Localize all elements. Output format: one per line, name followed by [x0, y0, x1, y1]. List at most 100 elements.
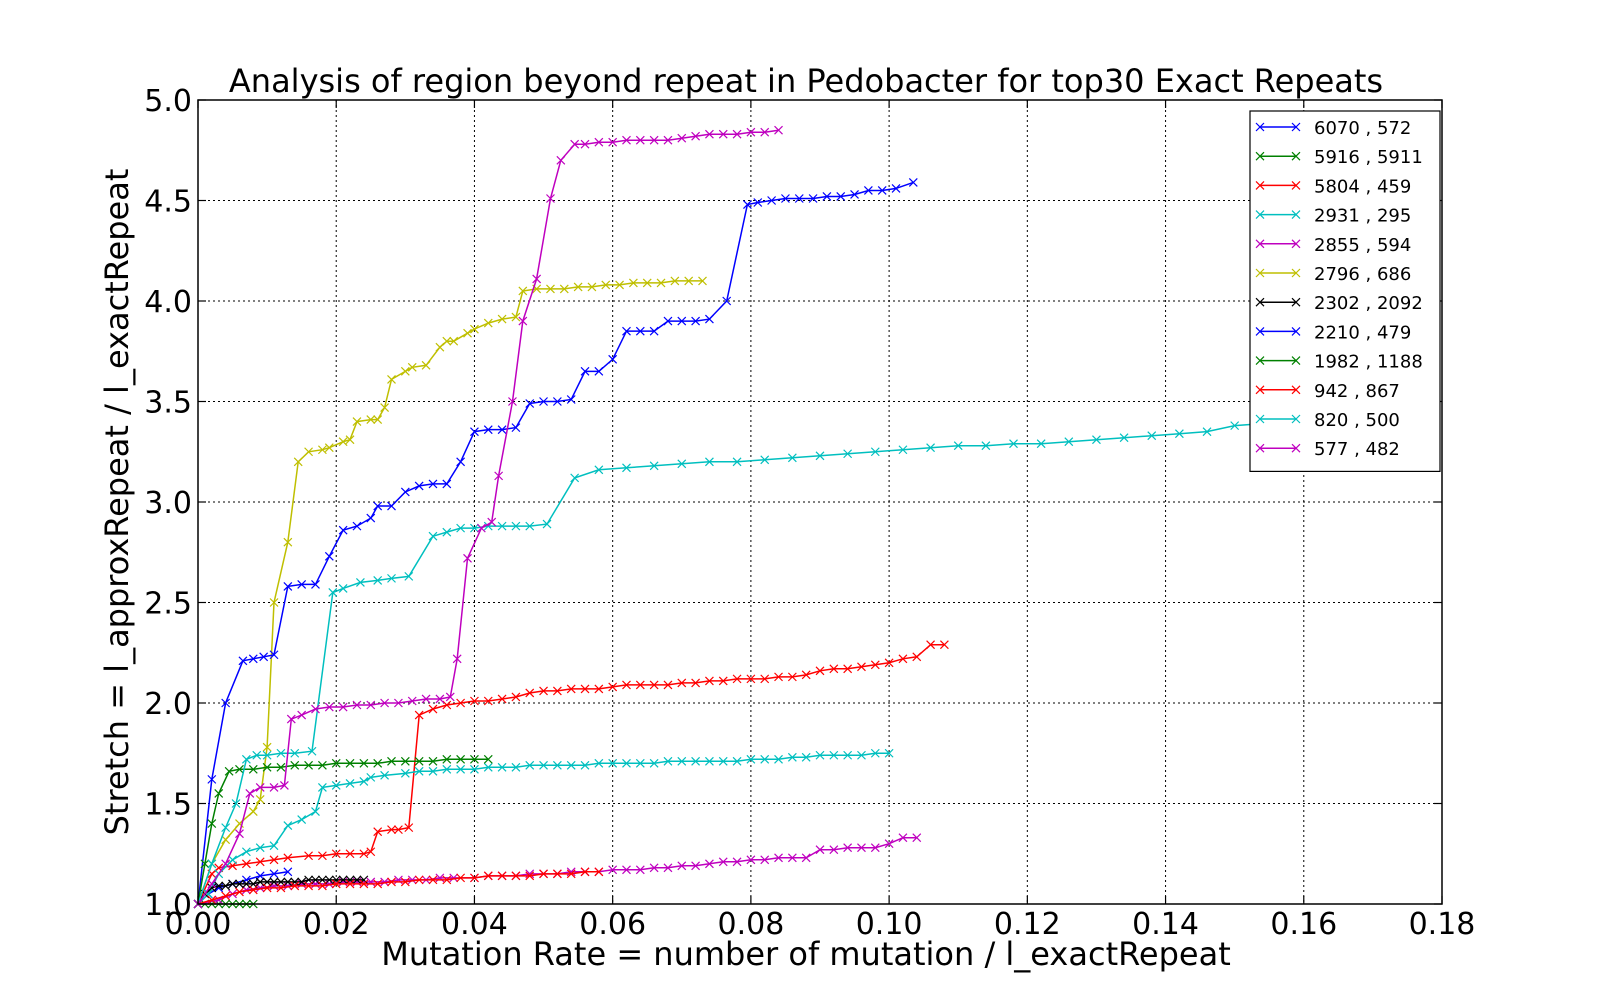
data-point-marker: [663, 316, 673, 326]
data-point-marker: [704, 756, 714, 766]
data-point-marker: [297, 710, 307, 720]
data-point-marker: [373, 879, 383, 889]
data-point-marker: [221, 823, 231, 833]
data-point-marker: [366, 772, 376, 782]
data-point-marker: [704, 676, 714, 686]
data-point-marker: [283, 853, 293, 863]
data-point-marker: [532, 274, 542, 284]
data-point-marker: [259, 652, 269, 662]
data-point-marker: [304, 447, 314, 457]
series-layer: [193, 125, 1267, 909]
y-tick-label: 3.0: [144, 486, 192, 521]
x-tick-label: 0.14: [1132, 907, 1199, 942]
data-point-marker: [262, 762, 272, 772]
data-point-marker: [487, 517, 497, 527]
data-point-marker: [863, 186, 873, 195]
data-point-marker: [787, 672, 797, 682]
x-tick-label: 0.10: [856, 907, 923, 942]
data-point-marker: [774, 754, 783, 764]
legend-marker: [1255, 356, 1301, 366]
data-point-marker: [331, 780, 341, 790]
data-point-marker: [511, 312, 521, 322]
data-point-marker: [594, 867, 604, 877]
data-point-marker: [442, 527, 452, 537]
data-point-marker: [387, 374, 396, 384]
data-point-marker: [241, 859, 251, 869]
legend-entry: 2796 , 686: [1255, 264, 1411, 285]
data-point-marker: [224, 766, 234, 776]
data-point-marker: [359, 875, 369, 885]
data-point-marker: [542, 519, 552, 529]
data-point-marker: [355, 577, 365, 587]
data-point-marker: [221, 835, 231, 845]
data-point-marker: [279, 780, 289, 790]
data-point-marker: [456, 873, 466, 883]
data-point-marker: [483, 871, 493, 881]
data-point-marker: [497, 314, 507, 324]
data-point-marker: [304, 851, 314, 861]
data-point-marker: [594, 758, 604, 768]
data-point-marker: [297, 815, 307, 825]
data-point-marker: [912, 833, 922, 843]
data-point-marker: [207, 859, 217, 869]
legend-entry: 820 , 500: [1255, 410, 1400, 431]
legend-entry: 1982 , 1188: [1255, 352, 1423, 373]
data-point-marker: [663, 680, 673, 690]
data-point-marker: [1036, 439, 1046, 449]
data-point-marker: [255, 782, 265, 792]
data-point-marker: [587, 282, 597, 292]
data-point-marker: [269, 650, 279, 660]
data-point-marker: [649, 758, 659, 768]
data-point-marker: [760, 855, 770, 865]
data-point-marker: [276, 748, 286, 758]
data-point-marker: [380, 698, 390, 708]
data-point-marker: [926, 640, 936, 650]
data-point-marker: [1009, 439, 1018, 449]
legend-label: 2302 , 2092: [1314, 293, 1423, 314]
data-point-marker: [221, 881, 231, 891]
data-point-marker: [324, 879, 334, 889]
data-point-marker: [262, 750, 272, 760]
data-point-marker: [843, 664, 853, 674]
data-point-marker: [642, 278, 652, 288]
series-line: [197, 422, 1263, 905]
data-point-marker: [815, 845, 825, 855]
data-point-marker: [1202, 427, 1212, 437]
data-point-marker: [1092, 435, 1101, 445]
data-point-marker: [290, 748, 300, 758]
data-point-marker: [317, 445, 327, 455]
data-point-marker: [245, 789, 255, 798]
series-line: [197, 836, 917, 905]
data-point-marker: [387, 573, 396, 583]
data-point-marker: [494, 471, 504, 481]
data-point-marker: [221, 698, 231, 708]
x-tick-label: 0.12: [994, 907, 1061, 942]
data-point-marker: [556, 155, 566, 165]
legend-entry: 577 , 482: [1255, 439, 1400, 460]
data-point-marker: [1119, 433, 1129, 443]
legend-marker: [1255, 151, 1301, 161]
data-point-marker: [262, 742, 272, 752]
data-point-marker: [276, 762, 286, 772]
legend-marker: [1255, 385, 1301, 395]
data-point-marker: [857, 843, 866, 853]
data-point-marker: [428, 531, 438, 541]
data-point-marker: [404, 823, 414, 833]
legend-label: 577 , 482: [1314, 439, 1400, 460]
data-point-marker: [691, 756, 701, 766]
data-point-marker: [1174, 429, 1184, 439]
data-point-marker: [338, 584, 348, 593]
data-point-marker: [331, 875, 341, 885]
data-point-marker: [470, 764, 479, 774]
data-point-marker: [269, 782, 279, 792]
data-point-marker: [884, 658, 894, 668]
data-point-marker: [269, 598, 279, 607]
legend-marker: [1255, 122, 1301, 132]
data-point-marker: [981, 441, 991, 451]
data-point-marker: [352, 875, 362, 885]
data-point-marker: [508, 397, 517, 406]
data-point-marker: [704, 859, 714, 869]
legend-entry: 2302 , 2092: [1255, 293, 1423, 314]
data-point-marker: [570, 473, 580, 483]
data-point-marker: [760, 455, 770, 465]
